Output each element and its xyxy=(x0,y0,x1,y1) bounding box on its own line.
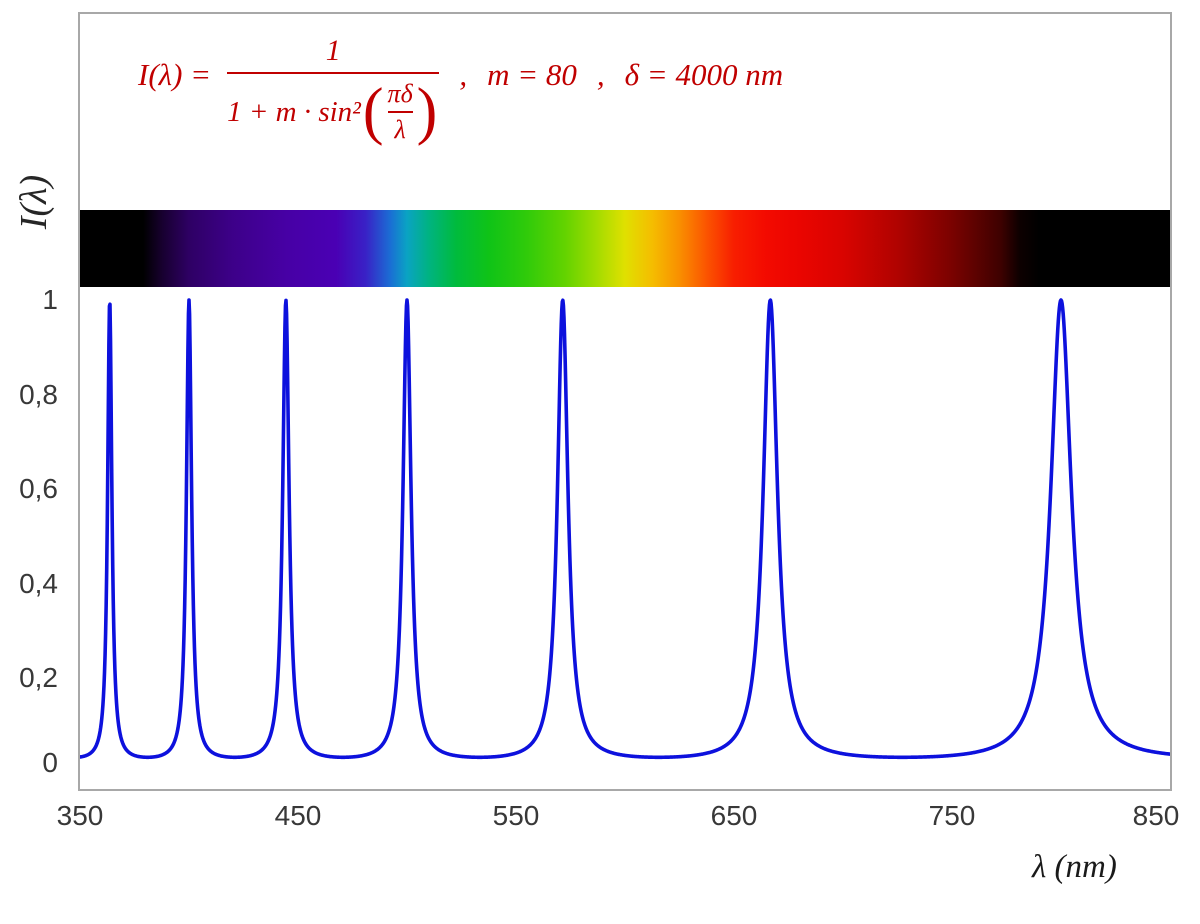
inner-fraction: πδ λ xyxy=(387,79,413,145)
formula-lhs: I(λ) = xyxy=(138,56,212,92)
y-tick-label: 0,4 xyxy=(19,568,58,599)
formula-separator: , xyxy=(596,56,605,92)
spectrum-bar xyxy=(80,210,1170,287)
x-tick-label: 750 xyxy=(928,800,976,831)
formula-denominator-prefix: 1 + m · sin² xyxy=(227,95,361,128)
intensity-curve xyxy=(80,298,1170,760)
close-paren: ) xyxy=(416,75,438,147)
y-tick-label: 0,8 xyxy=(19,379,58,410)
formula-param-m: m = 80 xyxy=(487,56,577,92)
y-tick-label: 0,2 xyxy=(19,662,58,693)
inner-numerator: πδ xyxy=(387,79,413,108)
x-tick-label: 850 xyxy=(1132,800,1180,831)
plot-area: I(λ) = 1 1 + m · sin² ( πδ λ ) , m = 80 … xyxy=(78,12,1172,791)
x-tick-label: 550 xyxy=(492,800,540,831)
curve-path xyxy=(80,298,1170,760)
fraction-bar xyxy=(227,72,440,74)
y-tick-labels: 1 0,8 0,6 0,4 0,2 0 xyxy=(0,0,68,924)
x-axis-title: λ (nm) xyxy=(1032,849,1117,885)
formula-fraction: 1 1 + m · sin² ( πδ λ ) xyxy=(227,34,440,145)
formula-numerator: 1 xyxy=(325,34,341,67)
formula: I(λ) = 1 1 + m · sin² ( πδ λ ) , m = 80 … xyxy=(138,34,783,145)
y-tick-label: 1 xyxy=(42,284,58,315)
inner-fraction-bar xyxy=(387,111,413,113)
formula-separator: , xyxy=(459,56,468,92)
inner-denominator: λ xyxy=(394,115,406,144)
formula-param-delta: δ = 4000 nm xyxy=(624,56,784,92)
y-tick-label: 0 xyxy=(42,747,58,778)
y-tick-label: 0,6 xyxy=(19,473,58,504)
x-tick-label: 650 xyxy=(710,800,758,831)
open-paren: ( xyxy=(362,75,384,147)
x-tick-label: 450 xyxy=(274,800,322,831)
x-tick-label: 350 xyxy=(56,800,104,831)
x-tick-labels: 350 450 550 650 750 850 xyxy=(0,800,1200,840)
formula-denominator: 1 + m · sin² ( πδ λ ) xyxy=(227,74,439,145)
